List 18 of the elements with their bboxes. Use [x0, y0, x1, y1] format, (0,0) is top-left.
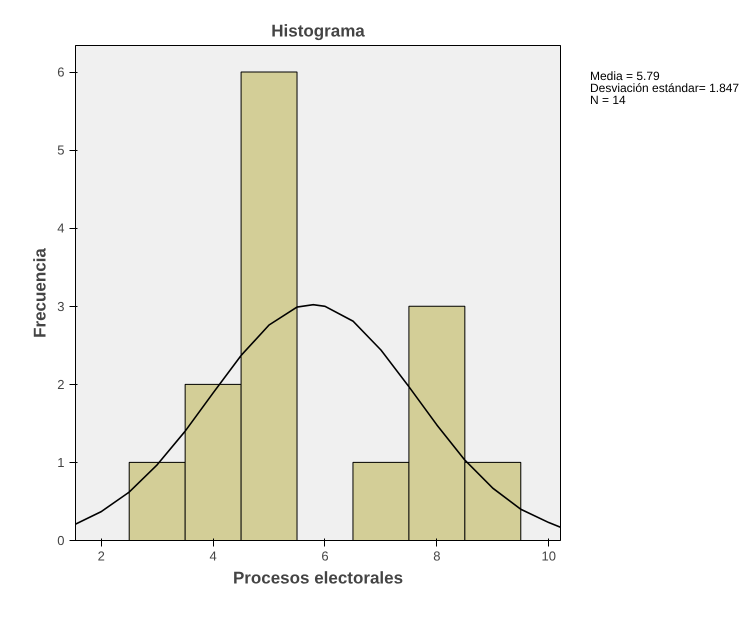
text: Media = 5.79	[590, 69, 660, 83]
text: N = 14	[590, 93, 626, 107]
x-tick-label: 4	[209, 548, 217, 564]
y-tick-label: 3	[57, 298, 65, 314]
y-tick-label: 6	[57, 64, 65, 80]
y-tick-label: 4	[57, 220, 65, 236]
y-axis-title: Frecuencia	[30, 248, 50, 338]
x-tick-label: 6	[321, 548, 329, 564]
x-tick-label: 2	[98, 548, 105, 564]
chart-title: Histograma	[271, 22, 366, 40]
y-tick-label: 1	[57, 454, 65, 470]
x-tick-label: 10	[542, 548, 556, 564]
x-tick-label: 8	[433, 548, 440, 564]
x-axis-title: Procesos electorales	[232, 568, 404, 588]
y-tick-label: 5	[57, 142, 65, 158]
text: Desviación estándar= 1.847	[590, 81, 740, 95]
y-tick-label: 2	[57, 376, 65, 392]
y-tick-label: 0	[57, 533, 65, 548]
